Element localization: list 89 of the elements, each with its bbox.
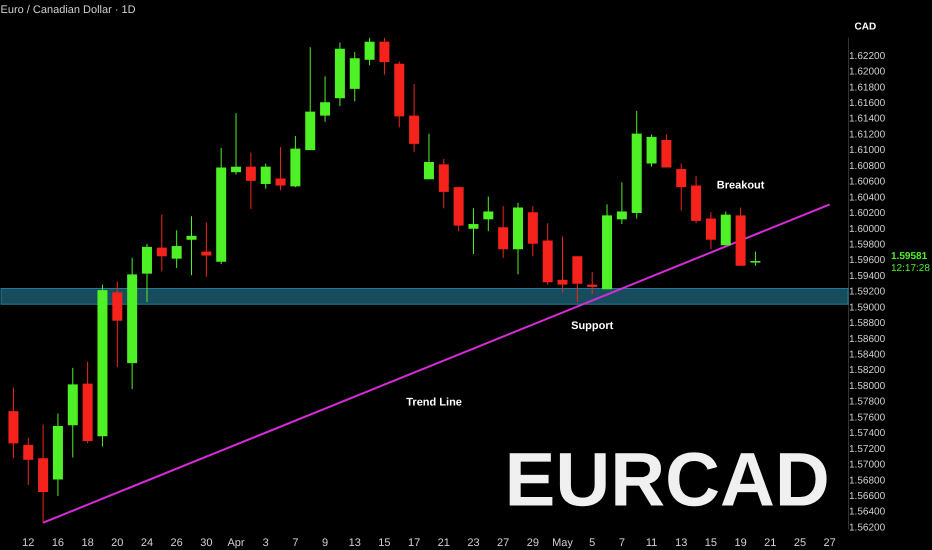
y-tick-label: 1.56600 xyxy=(849,490,886,502)
y-tick-label: 1.61000 xyxy=(849,145,886,156)
y-tick-label: 1.58200 xyxy=(849,365,886,376)
y-tick-label: 1.57600 xyxy=(849,412,886,424)
y-tick-label: 1.60000 xyxy=(849,224,886,235)
y-tick-label: 1.58600 xyxy=(849,334,886,345)
candlestick xyxy=(156,214,167,272)
y-tick-label: 1.58800 xyxy=(849,318,886,330)
y-tick-label: 1.60800 xyxy=(849,160,886,172)
x-tick-label: 21 xyxy=(764,537,776,549)
candlestick xyxy=(587,271,598,295)
candlestick xyxy=(320,76,330,122)
x-tick-label: 17 xyxy=(408,537,420,549)
candlestick xyxy=(468,208,478,254)
text: 12:17:28 xyxy=(891,262,930,274)
candlestick xyxy=(231,112,242,176)
candlestick xyxy=(364,37,375,66)
y-tick-label: 1.61800 xyxy=(849,82,886,94)
x-tick-label: 25 xyxy=(794,537,806,549)
y-tick-label: 1.57400 xyxy=(849,428,886,440)
annotation: Breakout xyxy=(716,180,765,192)
annotation: EURCAD xyxy=(504,438,830,523)
x-tick-label: May xyxy=(552,537,574,549)
y-tick-label: 1.56200 xyxy=(849,522,886,534)
candlestick xyxy=(201,222,212,278)
x-tick-label: 12 xyxy=(22,537,34,549)
x-tick-label: 16 xyxy=(52,537,64,549)
x-tick-label: 30 xyxy=(200,537,212,549)
y-tick-label: 1.58400 xyxy=(849,350,886,361)
candlestick xyxy=(276,146,286,191)
x-tick-label: 7 xyxy=(292,537,298,549)
y-tick-label: 1.59800 xyxy=(849,239,886,250)
candlestick xyxy=(498,205,508,258)
y-tick-label: 1.62000 xyxy=(849,66,886,78)
annotation: Trend Line xyxy=(406,396,462,409)
x-tick-label: 13 xyxy=(675,537,688,549)
x-tick-label: 18 xyxy=(81,537,94,549)
candlestick xyxy=(186,216,197,276)
candlestick xyxy=(246,152,256,210)
y-tick-label: 1.60200 xyxy=(849,208,886,220)
x-tick-label: 23 xyxy=(467,537,480,549)
x-tick-label: 3 xyxy=(262,537,269,549)
candlestick xyxy=(172,230,182,269)
x-tick-label: 27 xyxy=(497,537,510,549)
x-tick-label: 7 xyxy=(618,537,625,549)
candlestick xyxy=(750,251,760,266)
candlestick xyxy=(558,236,568,293)
y-tick-label: 1.62200 xyxy=(849,50,886,62)
x-tick-label: 21 xyxy=(438,537,450,549)
y-tick-label: 1.61400 xyxy=(849,114,886,125)
x-tick-label: 27 xyxy=(824,537,836,549)
y-tick-label: 1.57000 xyxy=(849,460,886,471)
y-tick-label: 1.60400 xyxy=(849,192,886,204)
x-tick-label: 5 xyxy=(589,537,596,549)
y-tick-label: 1.60600 xyxy=(849,176,886,188)
annotation: Support xyxy=(571,320,614,332)
y-tick-label: 1.56400 xyxy=(849,506,886,518)
x-tick-label: 26 xyxy=(170,537,183,549)
candlestick xyxy=(260,163,271,190)
text: 1.59581 xyxy=(891,250,928,262)
x-tick-label: 15 xyxy=(378,537,391,549)
y-tick-label: 1.59000 xyxy=(849,302,886,314)
candlestick xyxy=(483,196,494,232)
x-tick-label: Apr xyxy=(227,537,245,549)
x-tick-label: 19 xyxy=(734,537,747,549)
y-tick-label: 1.58000 xyxy=(849,380,886,392)
candlestick xyxy=(676,163,686,212)
candlestick xyxy=(23,437,34,486)
y-tick-label: 1.61200 xyxy=(849,129,886,140)
chart-title: Euro / Canadian Dollar · 1D xyxy=(0,4,136,16)
x-tick-label: 11 xyxy=(646,537,658,549)
x-tick-label: 24 xyxy=(140,537,154,549)
x-tick-label: 15 xyxy=(704,537,718,549)
y-tick-label: 1.56800 xyxy=(849,475,886,486)
y-tick-label: 1.61600 xyxy=(849,98,886,110)
y-tick-label: 1.57200 xyxy=(849,444,886,455)
candlestick xyxy=(706,212,716,250)
y-tick-label: 1.59400 xyxy=(849,270,886,282)
y-tick-label: 1.59200 xyxy=(849,286,886,298)
candlestick xyxy=(616,182,627,225)
y-tick-label: 1.59600 xyxy=(849,255,886,266)
y-tick-label: 1.57800 xyxy=(849,396,886,408)
y-axis-title: CAD xyxy=(854,22,876,32)
x-tick-label: 20 xyxy=(111,537,124,549)
x-tick-label: 9 xyxy=(322,537,328,549)
x-tick-label: 29 xyxy=(526,537,539,549)
candlestick xyxy=(424,133,434,180)
candlestick xyxy=(379,37,390,76)
x-tick-label: 13 xyxy=(348,537,361,549)
